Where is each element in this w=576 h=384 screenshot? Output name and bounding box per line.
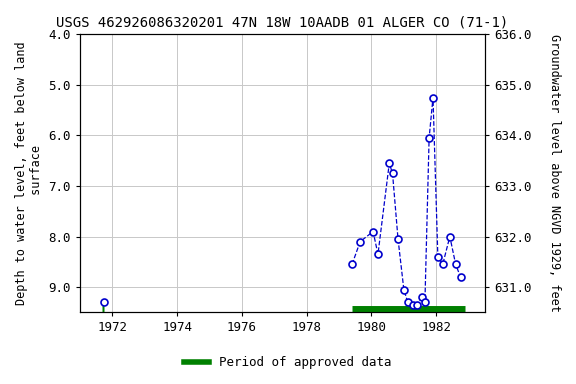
Y-axis label: Groundwater level above NGVD 1929, feet: Groundwater level above NGVD 1929, feet [548,35,561,312]
Title: USGS 462926086320201 47N 18W 10AADB 01 ALGER CO (71-1): USGS 462926086320201 47N 18W 10AADB 01 A… [56,15,509,29]
Y-axis label: Depth to water level, feet below land
 surface: Depth to water level, feet below land su… [15,41,43,305]
Legend: Period of approved data: Period of approved data [179,351,397,374]
